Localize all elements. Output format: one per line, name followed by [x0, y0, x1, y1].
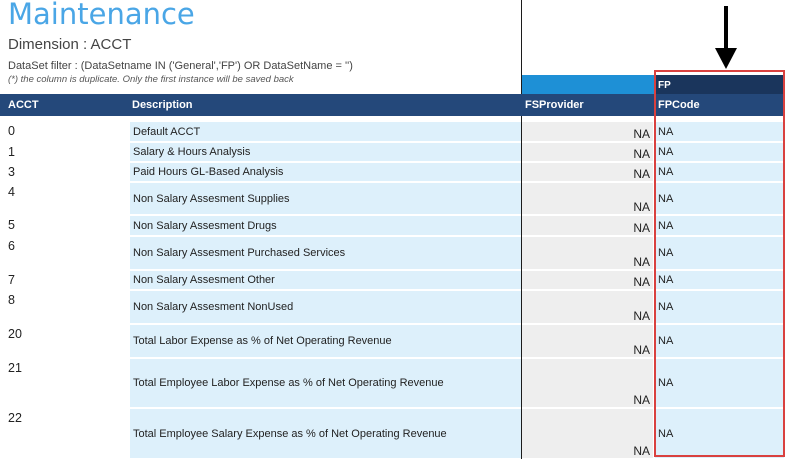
header-fsprovider[interactable]: FSProvider	[525, 99, 584, 111]
table-row: 0 Default ACCT NA NA	[0, 121, 784, 142]
table-row: 5 Non Salary Assesment Drugs NA NA	[0, 215, 784, 236]
fpcode-cell[interactable]: NA	[655, 325, 784, 357]
description-cell[interactable]: Total Labor Expense as % of Net Operatin…	[130, 325, 521, 357]
table-row: 1 Salary & Hours Analysis NA NA	[0, 142, 784, 162]
acct-cell: 4	[8, 185, 15, 199]
dimension-label: Dimension : ACCT	[8, 36, 132, 53]
arrow-down-icon	[715, 6, 737, 69]
fpcode-cell[interactable]: NA	[655, 409, 784, 458]
acct-cell: 0	[8, 124, 15, 138]
description-cell[interactable]: Total Employee Labor Expense as % of Net…	[130, 359, 521, 407]
table-row: 6 Non Salary Assesment Purchased Service…	[0, 236, 784, 270]
fsprovider-cell[interactable]: NA	[522, 271, 653, 289]
table-header	[0, 94, 784, 116]
fsprovider-cell[interactable]: NA	[522, 237, 653, 269]
acct-cell: 6	[8, 239, 15, 253]
table-row: 4 Non Salary Assesment Supplies NA NA	[0, 182, 784, 215]
fsprovider-value: NA	[633, 127, 650, 141]
acct-cell: 1	[8, 145, 15, 159]
fsprovider-value: NA	[633, 275, 650, 289]
page-title: Maintenance	[8, 0, 195, 31]
description-cell[interactable]: Non Salary Assesment Drugs	[130, 216, 521, 235]
fsprovider-cell[interactable]: NA	[522, 291, 653, 323]
fsprovider-value: NA	[633, 221, 650, 235]
fpcode-cell[interactable]: NA	[655, 271, 784, 289]
acct-cell: 22	[8, 411, 22, 425]
header-description[interactable]: Description	[132, 99, 193, 111]
fpcode-cell[interactable]: NA	[655, 183, 784, 214]
fp-group-header	[655, 75, 784, 94]
fpcode-cell[interactable]: NA	[655, 163, 784, 181]
fpcode-cell[interactable]: NA	[655, 143, 784, 161]
fsprovider-cell[interactable]: NA	[522, 143, 653, 161]
fsprovider-cell[interactable]: NA	[522, 183, 653, 214]
dataset-filter: DataSet filter : (DataSetname IN ('Gener…	[8, 60, 353, 72]
acct-cell: 20	[8, 327, 22, 341]
description-cell[interactable]: Paid Hours GL-Based Analysis	[130, 163, 521, 181]
fsprovider-group-bar	[522, 75, 655, 94]
fpcode-cell[interactable]: NA	[655, 291, 784, 323]
acct-cell: 7	[8, 273, 15, 287]
acct-cell: 21	[8, 361, 22, 375]
fsprovider-value: NA	[633, 309, 650, 323]
fpcode-cell[interactable]: NA	[655, 216, 784, 235]
table-row: 7 Non Salary Assesment Other NA NA	[0, 270, 784, 290]
fpcode-cell[interactable]: NA	[655, 359, 784, 407]
description-cell[interactable]: Non Salary Assesment Other	[130, 271, 521, 289]
table-row: 8 Non Salary Assesment NonUsed NA NA	[0, 290, 784, 324]
fsprovider-cell[interactable]: NA	[522, 409, 653, 458]
description-cell[interactable]: Salary & Hours Analysis	[130, 143, 521, 161]
fsprovider-cell[interactable]: NA	[522, 216, 653, 235]
acct-cell: 3	[8, 165, 15, 179]
fsprovider-value: NA	[633, 200, 650, 214]
description-cell[interactable]: Default ACCT	[130, 122, 521, 141]
fsprovider-cell[interactable]: NA	[522, 163, 653, 181]
fsprovider-cell[interactable]: NA	[522, 122, 653, 141]
column-divider	[521, 0, 522, 459]
acct-cell: 5	[8, 218, 15, 232]
fsprovider-value: NA	[633, 167, 650, 181]
fp-group-label: FP	[658, 80, 671, 91]
fsprovider-cell[interactable]: NA	[522, 359, 653, 407]
duplicate-note: (*) the column is duplicate. Only the fi…	[8, 74, 294, 85]
fsprovider-cell[interactable]: NA	[522, 325, 653, 357]
fsprovider-value: NA	[633, 444, 650, 458]
description-cell[interactable]: Non Salary Assesment Supplies	[130, 183, 521, 214]
acct-cell: 8	[8, 293, 15, 307]
table-row: 21 Total Employee Labor Expense as % of …	[0, 358, 784, 408]
table-row: 3 Paid Hours GL-Based Analysis NA NA	[0, 162, 784, 182]
fsprovider-value: NA	[633, 147, 650, 161]
fsprovider-value: NA	[633, 343, 650, 357]
table-row: 22 Total Employee Salary Expense as % of…	[0, 408, 784, 459]
table-row: 20 Total Labor Expense as % of Net Opera…	[0, 324, 784, 358]
fpcode-cell[interactable]: NA	[655, 237, 784, 269]
fpcode-cell[interactable]: NA	[655, 122, 784, 141]
description-cell[interactable]: Total Employee Salary Expense as % of Ne…	[130, 409, 521, 458]
description-cell[interactable]: Non Salary Assesment Purchased Services	[130, 237, 521, 269]
fsprovider-value: NA	[633, 393, 650, 407]
header-fpcode[interactable]: FPCode	[658, 99, 700, 111]
description-cell[interactable]: Non Salary Assesment NonUsed	[130, 291, 521, 323]
header-acct[interactable]: ACCT	[8, 99, 39, 111]
fsprovider-value: NA	[633, 255, 650, 269]
